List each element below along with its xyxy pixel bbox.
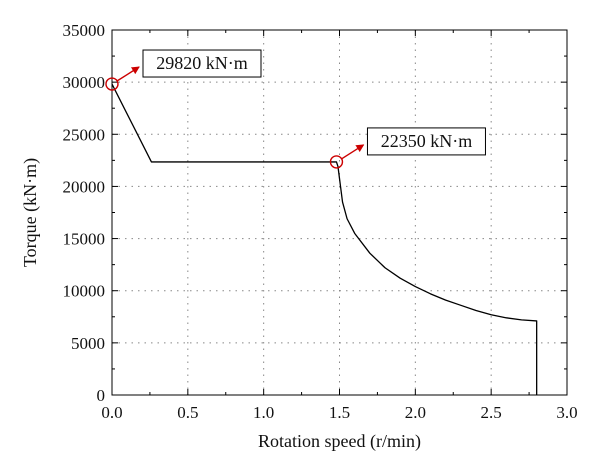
y-tick-label: 25000 (63, 125, 106, 144)
annotation-label: 29820 kN·m (156, 53, 248, 73)
annotation-marker (105, 77, 119, 91)
annotation-arrow (341, 144, 365, 160)
annotation-marker (329, 155, 344, 169)
annotation: 29820 kN·m (105, 49, 262, 91)
y-tick-labels: 0 5000 10000 15000 20000 25000 30000 35000 (63, 21, 106, 405)
annotation-box (142, 49, 262, 78)
grid (112, 30, 567, 395)
x-tick-label: 1.5 (329, 403, 350, 422)
x-tick-label: 0.0 (101, 403, 122, 422)
torque-curve (111, 83, 538, 395)
series-layer (111, 83, 538, 395)
y-axis-title: Torque (kN·m) (20, 158, 41, 267)
y-tick-label: 30000 (63, 73, 106, 92)
annotation-arrow (116, 66, 140, 82)
x-tick-label: 2.5 (481, 403, 502, 422)
y-tick-label: 5000 (71, 334, 105, 353)
y-tick-label: 10000 (63, 282, 106, 301)
annotation-box (366, 127, 486, 156)
annotation: 22350 kN·m (329, 127, 486, 169)
x-tick-label: 3.0 (556, 403, 577, 422)
x-tick-labels: 0.0 0.5 1.0 1.5 2.0 2.5 3.0 (101, 403, 577, 422)
x-tick-label: 1.0 (253, 403, 274, 422)
y-tick-label: 35000 (63, 21, 106, 40)
annotation-label: 22350 kN·m (381, 131, 473, 151)
y-tick-label: 0 (97, 386, 106, 405)
y-tick-label: 15000 (63, 230, 106, 249)
x-tick-label: 0.5 (177, 403, 198, 422)
tick-marks (111, 29, 568, 396)
y-tick-label: 20000 (63, 177, 106, 196)
x-tick-label: 2.0 (405, 403, 426, 422)
annotation-layer: 29820 kN·m 22350 kN·m (105, 49, 486, 169)
x-axis-title: Rotation speed (r/min) (258, 431, 421, 452)
